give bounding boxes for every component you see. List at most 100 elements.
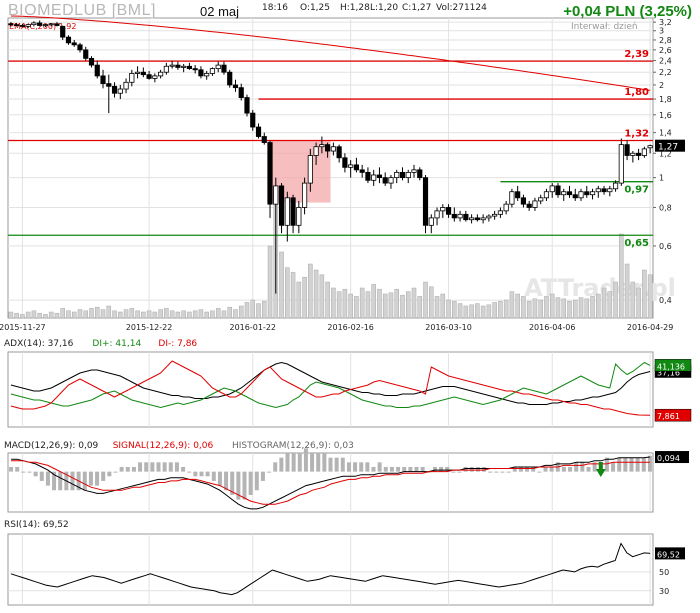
histogram-bar xyxy=(285,453,290,472)
candle-body xyxy=(106,83,112,87)
volume-bar xyxy=(492,302,497,319)
histogram-bar xyxy=(549,466,554,472)
histogram-bar xyxy=(82,471,87,491)
candle-body xyxy=(371,174,377,181)
volume-bar xyxy=(549,293,555,319)
volume-bar xyxy=(267,245,273,319)
candle-body xyxy=(532,200,538,208)
histogram-bar xyxy=(506,471,511,473)
histogram-bar xyxy=(113,471,118,473)
volume-value: Vol:271124 xyxy=(436,3,487,13)
candle-body xyxy=(353,164,360,171)
level-label: 1,32 xyxy=(624,129,649,140)
volume-bar xyxy=(429,286,434,319)
candle-body xyxy=(503,203,509,212)
candle-body xyxy=(566,191,573,196)
volume-bar xyxy=(118,311,123,319)
volume-bar xyxy=(250,299,256,319)
candle-body xyxy=(399,171,406,179)
candle-body xyxy=(244,97,250,114)
volume-bar xyxy=(244,302,250,319)
volume-bar xyxy=(141,311,146,319)
histogram-bar xyxy=(52,471,57,491)
candle-body xyxy=(278,185,285,226)
histogram-bar xyxy=(21,471,26,473)
y-tick-label: 2,8 xyxy=(659,36,672,45)
volume-bar xyxy=(544,296,549,319)
candle-body xyxy=(618,144,624,184)
histogram-bar xyxy=(494,471,499,473)
histogram-bar xyxy=(463,466,468,472)
candle-body xyxy=(221,64,227,73)
volume-bar xyxy=(279,251,284,319)
candle-body xyxy=(561,191,567,196)
candle-body xyxy=(480,217,486,221)
candle-body xyxy=(624,144,630,156)
volume-bar xyxy=(302,276,307,319)
level-label: 1,80 xyxy=(624,87,649,98)
adx-value-label: 41,136 xyxy=(657,362,685,371)
volume-bar xyxy=(400,294,405,319)
histogram-bar xyxy=(125,466,130,472)
adx-value-label: 37,16 xyxy=(657,369,680,378)
interval-label: Interwał: dzień xyxy=(571,22,638,32)
y-tick-label: 3 xyxy=(659,27,664,36)
volume-bar xyxy=(555,297,561,319)
volume-bar xyxy=(123,309,129,319)
volume-bar xyxy=(296,281,302,319)
macd-value-label: 0,094 xyxy=(657,454,680,463)
volume-bar xyxy=(480,305,486,319)
volume-bar xyxy=(647,274,653,319)
histogram-bar xyxy=(45,471,50,486)
volume-bar xyxy=(509,291,515,319)
histogram-bar xyxy=(500,471,505,473)
rsi-value-box xyxy=(655,547,685,560)
candle-body xyxy=(492,213,498,217)
histogram-bar xyxy=(316,453,321,472)
low-value: L:1,20 xyxy=(370,3,399,13)
session-time: 18:16 xyxy=(262,3,288,13)
histogram-bar xyxy=(291,453,296,472)
candle-body xyxy=(578,191,584,199)
volume-bar xyxy=(498,300,503,319)
x-tick-label: 2016-04-29 xyxy=(627,323,674,332)
series-line xyxy=(10,361,651,405)
candle-body xyxy=(601,188,607,193)
candle-body xyxy=(261,136,267,143)
candle-body xyxy=(54,23,60,26)
histogram-bar xyxy=(119,466,124,472)
volume-bar xyxy=(14,312,19,319)
session-date: 02 maj xyxy=(200,4,240,19)
histogram-bar xyxy=(224,471,229,491)
volume-bar xyxy=(590,296,595,319)
macd-legend: SIGNAL(12,26,9): 0,06 xyxy=(113,441,214,451)
high-value: H:1,28 xyxy=(340,3,370,13)
histogram-bar xyxy=(107,471,112,477)
histogram-bar xyxy=(168,462,173,472)
candle-body xyxy=(543,191,550,199)
ema-legend: EMA(C,200) 1,92 xyxy=(9,22,76,31)
candle-body xyxy=(641,148,647,156)
y-tick-label: 2,6 xyxy=(659,46,672,55)
candle-body xyxy=(83,49,89,59)
y-tick-label: 1 xyxy=(659,174,664,183)
volume-bar xyxy=(192,310,198,319)
histogram-bar xyxy=(346,462,351,472)
candle-body xyxy=(474,217,480,221)
volume-bar xyxy=(596,293,601,319)
volume-bar xyxy=(89,308,94,319)
candle-body xyxy=(186,65,192,70)
volume-bar xyxy=(642,269,647,319)
adx-value-box xyxy=(654,408,692,422)
candle-body xyxy=(232,84,239,89)
candle-body xyxy=(584,191,590,196)
histogram-bar xyxy=(537,471,542,473)
histogram-bar xyxy=(629,457,634,472)
volume-bar xyxy=(129,308,135,319)
x-tick-label: 2015-12-22 xyxy=(126,323,173,332)
candle-body xyxy=(359,169,365,173)
candle-body xyxy=(238,87,244,98)
histogram-bar xyxy=(131,466,136,472)
volume-bar xyxy=(584,298,590,319)
candle-body xyxy=(42,24,49,27)
